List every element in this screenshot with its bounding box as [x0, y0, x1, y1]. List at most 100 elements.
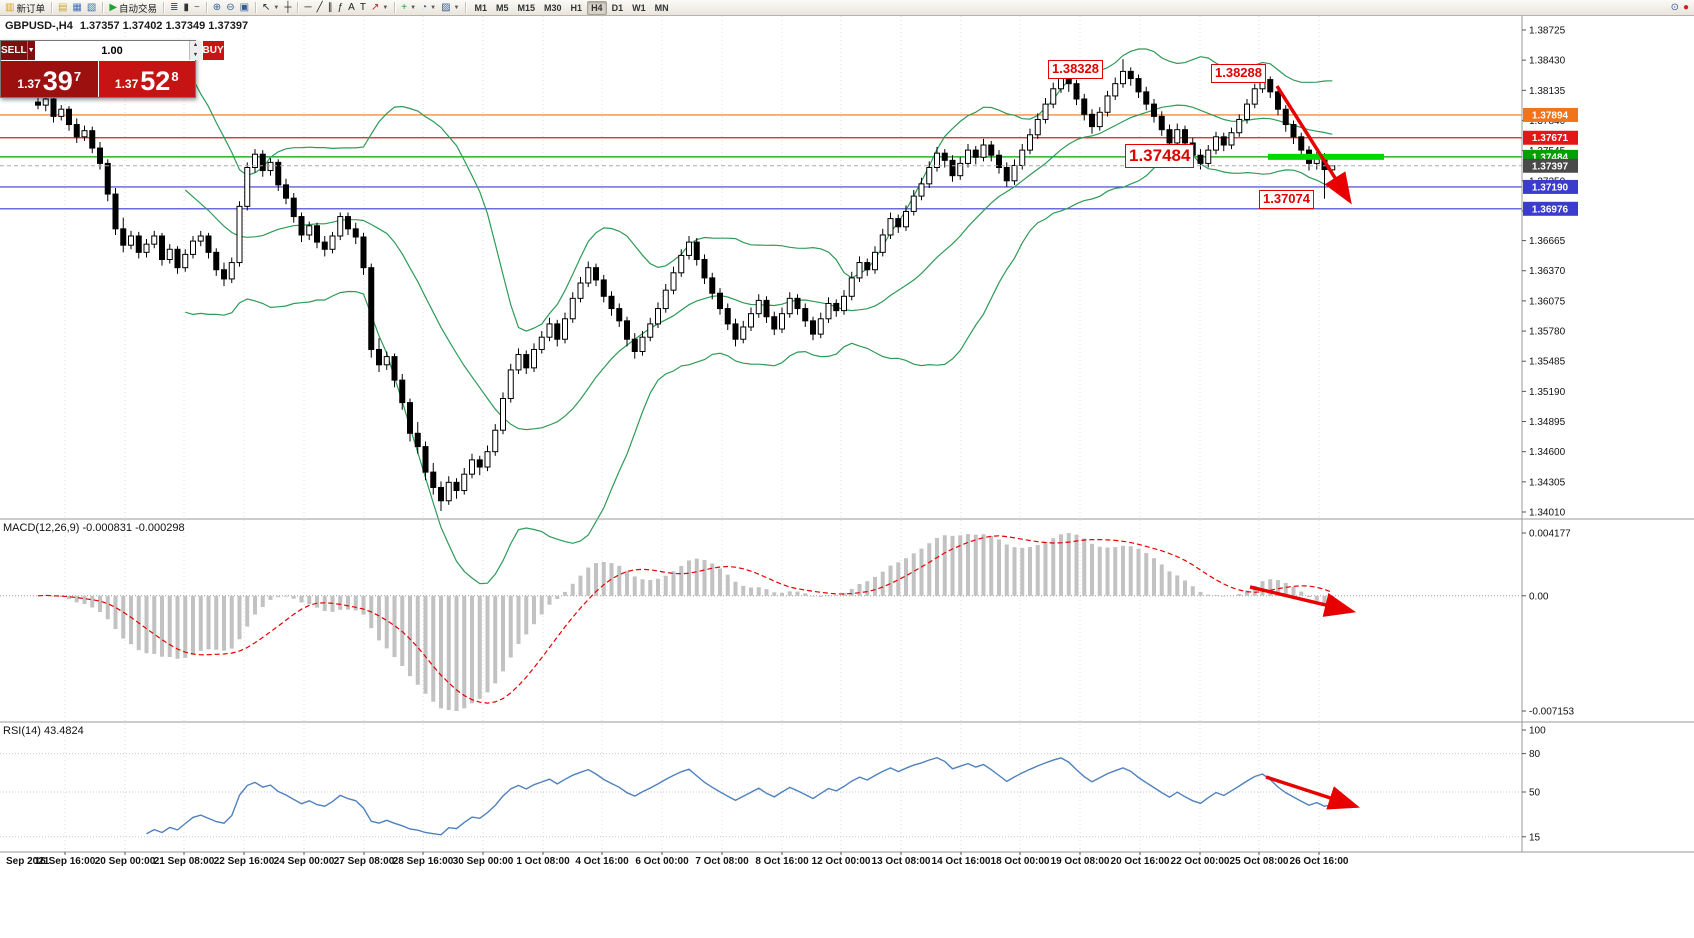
svg-text:27 Sep 08:00: 27 Sep 08:00 — [334, 856, 395, 867]
grid-lines — [64, 16, 1320, 852]
price-annotation[interactable]: 1.38328 — [1048, 60, 1103, 79]
sell-button[interactable]: SELL — [1, 41, 27, 60]
svg-text:4 Oct 16:00: 4 Oct 16:00 — [575, 856, 629, 867]
zoom-out-button[interactable]: ⊖ — [224, 1, 236, 15]
text-icon: A — [348, 1, 355, 13]
candlestick-button[interactable]: ▮ — [181, 1, 191, 15]
zoom-in-button[interactable]: ⊕ — [211, 1, 223, 15]
crosshair-button[interactable]: ┼ — [282, 1, 293, 15]
price-annotation[interactable]: 1.37074 — [1259, 190, 1314, 209]
arrow-icon: ↗ — [370, 1, 380, 13]
svg-text:1.37190: 1.37190 — [1532, 182, 1569, 193]
indicators-button[interactable]: + ▼ — [399, 1, 418, 15]
zoom-out-icon: ⊖ — [226, 1, 235, 13]
auto-trading-button-label: 自动交易 — [119, 3, 158, 15]
chevron-down-icon: ▼ — [410, 4, 417, 11]
timeframe-button-m30[interactable]: M30 — [544, 2, 562, 13]
fibonacci-icon: ƒ — [337, 1, 344, 13]
timeframe-button-m5[interactable]: M5 — [496, 2, 509, 13]
timeframe-button-h1[interactable]: H1 — [570, 2, 583, 13]
svg-text:18 Oct 00:00: 18 Oct 00:00 — [991, 856, 1050, 867]
arrows-button[interactable]: ↗ ▼ — [369, 1, 390, 15]
svg-text:1.36370: 1.36370 — [1529, 266, 1566, 277]
chart-window-button[interactable]: ▤ — [56, 1, 69, 15]
lot-decrease-button[interactable]: ▼ — [189, 50, 202, 60]
search-icon[interactable]: ⊙ — [1670, 1, 1679, 13]
order-type-dropdown[interactable]: ▼ — [26, 41, 36, 60]
timeframe-button-m15[interactable]: M15 — [517, 2, 536, 13]
svg-text:-0.007153: -0.007153 — [1529, 707, 1574, 718]
buy-price-display[interactable]: 1.37 52 8 — [98, 61, 195, 97]
templates-button[interactable]: ▨ ▼ — [439, 1, 461, 15]
timeframe-button-m1[interactable]: M1 — [474, 2, 487, 13]
price-annotation[interactable]: 1.37484 — [1125, 144, 1195, 169]
timeframe-button-h4[interactable]: H4 — [587, 0, 607, 15]
tile-windows-button[interactable]: ▣ — [238, 1, 251, 15]
lot-increase-button[interactable]: ▲ — [189, 41, 202, 51]
alert-icon[interactable]: ● — [1682, 1, 1689, 13]
new-order-button[interactable]: ▥ 新订单 — [3, 1, 47, 15]
timeframe-button-mn[interactable]: MN — [654, 2, 669, 13]
trendline-button[interactable]: ╱ — [315, 1, 325, 15]
svg-text:1.37894: 1.37894 — [1532, 110, 1569, 121]
chart-area[interactable]: 1.387251.384301.381351.378401.375451.372… — [0, 16, 1694, 938]
crosshair-icon: ┼ — [284, 1, 292, 13]
chevron-down-icon: ▼ — [382, 4, 389, 11]
cursor-button[interactable]: ↖ ▼ — [260, 1, 281, 15]
chevron-down-icon: ▼ — [453, 4, 460, 11]
buy-button[interactable]: BUY — [201, 41, 224, 60]
trend-arrows[interactable] — [1249, 85, 1360, 810]
periods-button[interactable]: ◔ ▼ — [419, 1, 438, 15]
price-annotation[interactable]: 1.38288 — [1211, 64, 1266, 83]
rsi-panel — [0, 753, 1522, 838]
trendline-icon: ╱ — [316, 1, 323, 13]
rsi-indicator-label: RSI(14) 43.4824 — [3, 725, 84, 737]
sell-price-display[interactable]: 1.37 39 7 — [1, 61, 99, 97]
svg-text:0.00: 0.00 — [1529, 591, 1549, 602]
svg-text:7 Oct 08:00: 7 Oct 08:00 — [695, 856, 749, 867]
symbol-name: GBPUSD-,H4 — [5, 20, 73, 32]
text-button[interactable]: A — [346, 1, 357, 15]
svg-text:30 Sep 00:00: 30 Sep 00:00 — [453, 856, 514, 867]
line-chart-button[interactable]: ~ — [192, 1, 202, 15]
bar-chart-button[interactable]: ≣ — [168, 1, 180, 15]
price-axis[interactable]: 1.387251.384301.381351.378401.375451.372… — [0, 16, 1694, 853]
tile-icon: ▣ — [239, 1, 250, 13]
svg-text:8 Oct 16:00: 8 Oct 16:00 — [755, 856, 809, 867]
svg-text:1.34305: 1.34305 — [1529, 477, 1566, 488]
market-watch-icon: ▦ — [72, 1, 82, 13]
svg-text:13 Oct 08:00: 13 Oct 08:00 — [872, 856, 931, 867]
bars-icon: ≣ — [170, 1, 179, 13]
main-toolbar: ▥ 新订单 ▤ ▦ ▧ ▶ 自动交易 ≣ ▮ ~ ⊕ ⊖ ▣ ↖ ▼ ┼ ─ ╱ ∥ ƒ A T ↗ ▼ + ▼ ◔ ▼ ▨ ▼ M1 M5 M… — [0, 0, 1694, 16]
chevron-down-icon: ▼ — [430, 4, 437, 11]
svg-text:Sep 2021: Sep 2021 — [6, 856, 50, 867]
macd-indicator-label: MACD(12,26,9) -0.000831 -0.000298 — [3, 522, 185, 534]
zoom-in-icon: ⊕ — [212, 1, 222, 13]
svg-text:1.35780: 1.35780 — [1529, 327, 1566, 338]
auto-trading-button[interactable]: ▶ 自动交易 — [107, 1, 159, 15]
ohlc-values: 1.37357 1.37402 1.37349 1.37397 — [79, 20, 249, 32]
highlight-line[interactable] — [1268, 153, 1384, 160]
svg-text:28 Sep 16:00: 28 Sep 16:00 — [393, 856, 454, 867]
lot-size-input[interactable] — [35, 41, 189, 60]
hline-icon: ─ — [304, 1, 312, 13]
timeframe-button-d1[interactable]: D1 — [611, 2, 624, 13]
label-button[interactable]: T — [358, 1, 368, 15]
svg-text:22 Sep 16:00: 22 Sep 16:00 — [214, 856, 275, 867]
horizontal-line-button[interactable]: ─ — [302, 1, 313, 15]
channel-button[interactable]: ∥ — [326, 1, 335, 15]
svg-text:1.37484: 1.37484 — [1532, 152, 1569, 163]
navigator-button[interactable]: ▧ — [85, 1, 98, 15]
fibonacci-button[interactable]: ƒ — [336, 1, 346, 15]
market-watch-button[interactable]: ▦ — [70, 1, 83, 15]
svg-text:22 Oct 00:00: 22 Oct 00:00 — [1171, 856, 1230, 867]
clock-icon: ◔ — [421, 1, 428, 13]
label-icon: T — [359, 1, 366, 13]
cursor-icon: ↖ — [262, 1, 271, 13]
chart-canvas[interactable]: 1.387251.384301.381351.378401.375451.372… — [0, 16, 1694, 938]
timeframe-button-w1[interactable]: W1 — [632, 2, 646, 13]
svg-text:20 Oct 16:00: 20 Oct 16:00 — [1111, 856, 1170, 867]
toolbar-separator — [205, 2, 207, 13]
svg-text:1.38430: 1.38430 — [1529, 56, 1566, 67]
